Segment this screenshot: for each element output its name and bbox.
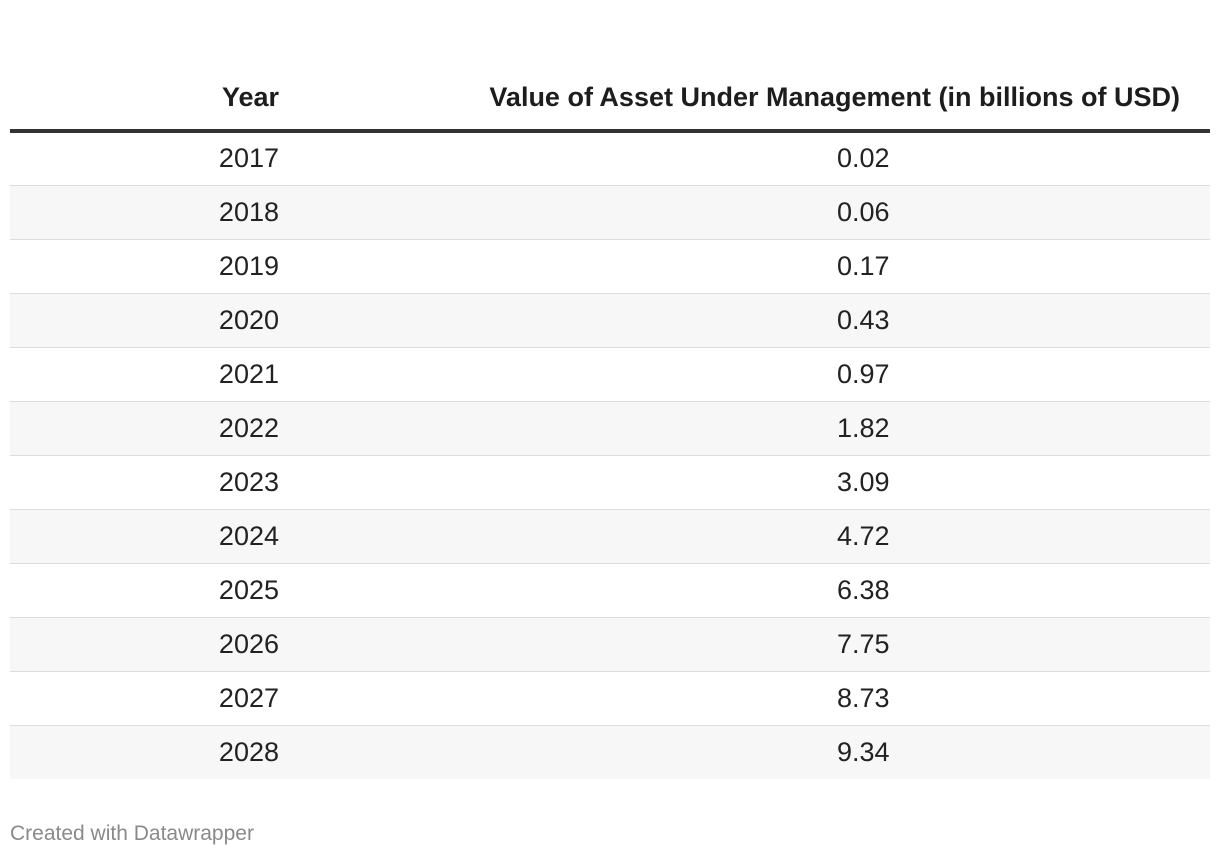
table-row: 2017 0.02 [10, 131, 1210, 186]
value-cell: 6.38 [310, 563, 1210, 618]
value-cell: 7.75 [310, 617, 1210, 672]
table-row: 2020 0.43 [10, 293, 1210, 348]
year-cell: 2022 [10, 401, 310, 456]
value-cell: 0.02 [310, 131, 1210, 186]
year-cell: 2024 [10, 509, 310, 564]
table-row: 2018 0.06 [10, 185, 1210, 240]
year-cell: 2017 [10, 131, 310, 186]
table-row: 2024 4.72 [10, 509, 1210, 564]
header-row: Year Value of Asset Under Management (in… [10, 30, 1210, 133]
year-cell: 2019 [10, 239, 310, 294]
year-cell: 2018 [10, 185, 310, 240]
value-cell: 0.43 [310, 293, 1210, 348]
value-cell: 9.34 [310, 725, 1210, 779]
value-cell: 0.17 [310, 239, 1210, 294]
year-cell: 2023 [10, 455, 310, 510]
table-body: 2017 0.02 2018 0.06 2019 0.17 2020 0.43 2021 0.97… [10, 131, 1210, 779]
table-row: 2021 0.97 [10, 347, 1210, 402]
table-row: 2027 8.73 [10, 671, 1210, 726]
value-cell: 3.09 [310, 455, 1210, 510]
year-cell: 2025 [10, 563, 310, 618]
year-cell: 2026 [10, 617, 310, 672]
column-header-value: Value of Asset Under Management (in bill… [310, 30, 1210, 133]
year-cell: 2028 [10, 725, 310, 779]
table-row: 2026 7.75 [10, 617, 1210, 672]
table-header: Year Value of Asset Under Management (in… [10, 30, 1210, 133]
year-cell: 2021 [10, 347, 310, 402]
table-row: 2023 3.09 [10, 455, 1210, 510]
data-table: Year Value of Asset Under Management (in… [10, 30, 1210, 779]
table-row: 2025 6.38 [10, 563, 1210, 618]
year-cell: 2027 [10, 671, 310, 726]
datawrapper-credit: Created with Datawrapper [10, 822, 254, 845]
value-cell: 8.73 [310, 671, 1210, 726]
value-cell: 0.97 [310, 347, 1210, 402]
table-row: 2028 9.34 [10, 725, 1210, 779]
year-cell: 2020 [10, 293, 310, 348]
value-cell: 0.06 [310, 185, 1210, 240]
table-row: 2022 1.82 [10, 401, 1210, 456]
table-row: 2019 0.17 [10, 239, 1210, 294]
data-table-container: Year Value of Asset Under Management (in… [10, 30, 1210, 779]
column-header-year: Year [10, 30, 310, 133]
value-cell: 4.72 [310, 509, 1210, 564]
value-cell: 1.82 [310, 401, 1210, 456]
